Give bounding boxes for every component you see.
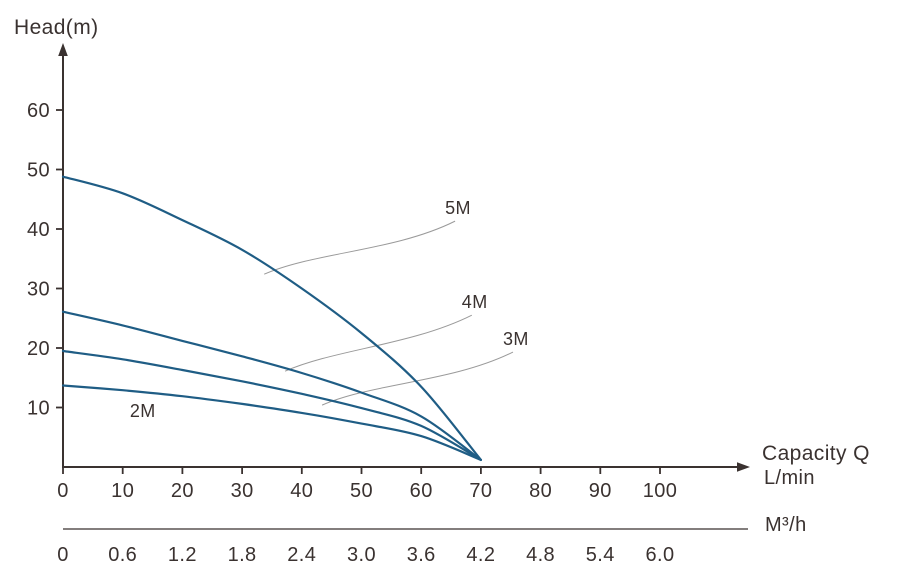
x-axis-tick-label: 20 xyxy=(171,480,194,502)
x-axis2-tick-label: 1.8 xyxy=(228,544,257,566)
curve-5m xyxy=(61,175,482,461)
curve-4m xyxy=(61,310,482,461)
x-axis2-tick-label: 2.4 xyxy=(287,544,316,566)
x-axis2-tick-label: 0 xyxy=(57,544,69,566)
x-axis-title: Capacity Q xyxy=(762,442,870,465)
x-axis2-tick-label: 4.8 xyxy=(526,544,555,566)
x-axis-unit-label: L/min xyxy=(764,467,815,489)
y-axis-arrow xyxy=(58,43,68,56)
x-axis2-tick-label: 3.0 xyxy=(347,544,376,566)
x-axis-tick-label: 40 xyxy=(290,480,313,502)
y-axis-tick-label: 10 xyxy=(27,398,50,420)
y-axis-tick-label: 20 xyxy=(27,338,50,360)
curve-label-2m: 2M xyxy=(130,401,156,421)
x-axis-tick-label: 90 xyxy=(589,480,612,502)
y-axis-title: Head(m) xyxy=(14,16,99,39)
x-axis-tick-label: 70 xyxy=(469,480,492,502)
x-axis-tick-label: 50 xyxy=(350,480,373,502)
leader-line-4m xyxy=(284,314,473,372)
curve-label-5m: 5M xyxy=(445,198,471,218)
x-axis2-unit-label: M³/h xyxy=(765,514,807,536)
x-axis-arrow xyxy=(737,462,750,472)
x-axis-tick-label: 60 xyxy=(410,480,433,502)
curve-label-3m: 3M xyxy=(503,329,529,349)
x-axis2-tick-label: 5.4 xyxy=(586,544,615,566)
y-axis-tick-label: 50 xyxy=(27,160,50,182)
curve-3m xyxy=(61,349,482,461)
x-axis2-tick-label: 4.2 xyxy=(466,544,495,566)
x-axis2-tick-label: 3.6 xyxy=(407,544,436,566)
x-axis2-tick-label: 1.2 xyxy=(168,544,197,566)
x-axis2-tick-label: 6.0 xyxy=(645,544,674,566)
leader-line-5m xyxy=(263,220,456,275)
y-axis-tick-label: 40 xyxy=(27,219,50,241)
y-axis-tick-label: 30 xyxy=(27,279,50,301)
curve-2m xyxy=(61,384,482,461)
y-axis-tick-label: 60 xyxy=(27,100,50,122)
curve-label-4m: 4M xyxy=(462,292,488,312)
x-axis-tick-label: 30 xyxy=(231,480,254,502)
x-axis-tick-label: 100 xyxy=(643,480,678,502)
x-axis-tick-label: 80 xyxy=(529,480,552,502)
x-axis-tick-label: 10 xyxy=(111,480,134,502)
leader-line-3m xyxy=(321,351,514,406)
x-axis2-tick-label: 0.6 xyxy=(108,544,137,566)
x-axis-tick-label: 0 xyxy=(57,480,69,502)
